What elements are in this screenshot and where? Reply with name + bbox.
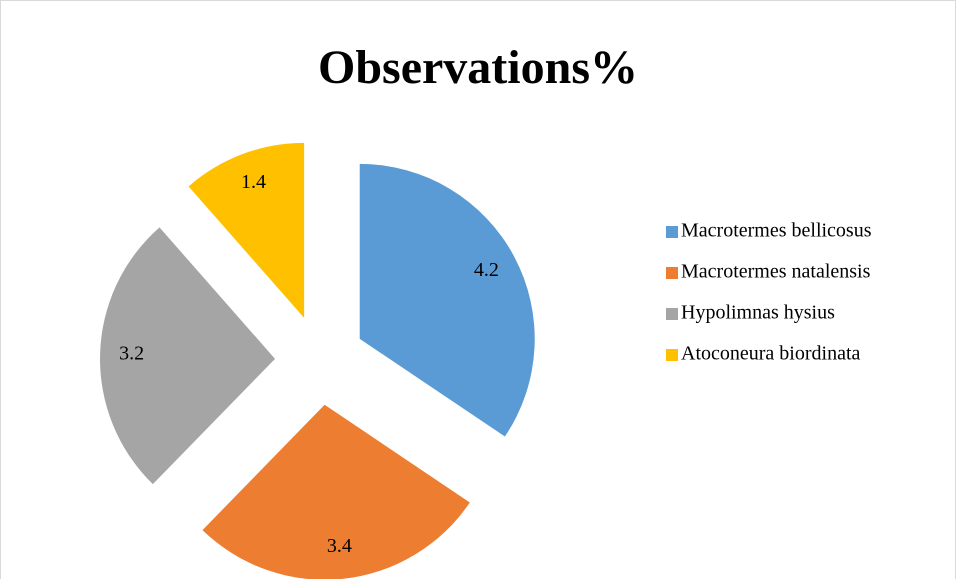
legend-swatch	[666, 349, 678, 361]
legend-label: Macrotermes bellicosus	[681, 220, 872, 242]
pie-slice	[202, 404, 470, 579]
legend-swatch	[666, 226, 678, 238]
legend-label: Macrotermes natalensis	[681, 261, 871, 283]
data-label: 1.4	[241, 171, 266, 193]
data-label: 4.2	[474, 259, 499, 281]
legend-label: Hypolimnas hysius	[681, 302, 835, 324]
data-label: 3.4	[327, 535, 352, 557]
pie-slice	[100, 227, 276, 485]
data-label: 3.2	[119, 343, 144, 365]
chart-title: Observations%	[318, 41, 638, 94]
pie-slice	[359, 163, 535, 437]
legend-swatch	[666, 308, 678, 320]
pie-slice	[188, 142, 305, 318]
legend-label: Atoconeura biordinata	[681, 343, 860, 365]
legend-swatch	[666, 267, 678, 279]
